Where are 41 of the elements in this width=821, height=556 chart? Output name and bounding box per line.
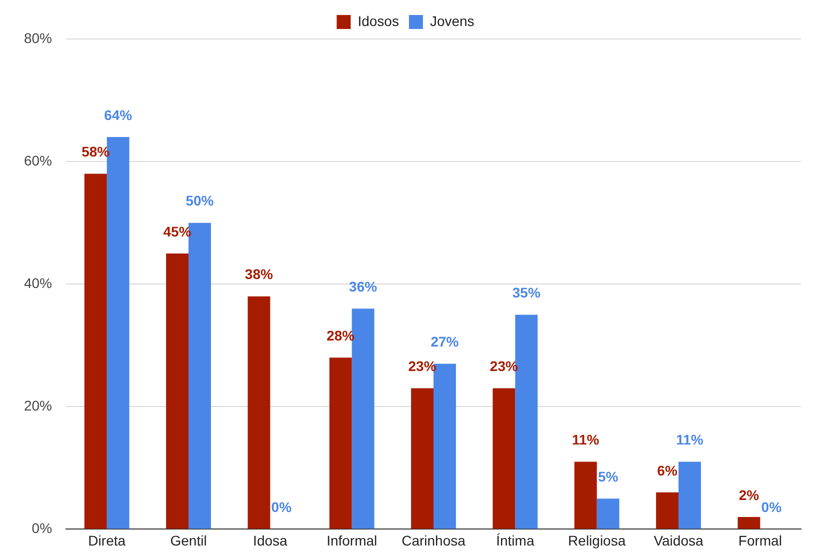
bar [411,388,434,529]
bar [166,253,189,529]
y-tick-label: 80% [24,30,52,46]
data-label: 38% [244,266,274,282]
y-tick-label: 0% [32,520,52,536]
x-tick-label: Carinhosa [402,532,466,548]
y-tick-label: 60% [24,152,52,168]
data-label: 27% [430,334,460,350]
x-tick-label: Informal [326,532,378,548]
x-tick-label: Direta [88,532,126,548]
data-label: 23% [408,358,437,374]
data-label: 64% [104,106,133,123]
x-tick-label: Religiosa [568,532,626,548]
x-tick-label: Íntima [496,532,534,548]
bar [84,174,107,529]
bar [492,388,516,529]
data-label: 50% [186,192,214,209]
bar [678,462,701,529]
bar [738,516,760,529]
data-label: 35% [512,284,541,301]
legend-label: Jovens [430,12,474,29]
data-label: 5% [598,468,619,484]
data-label: 2% [738,486,760,503]
bar [596,498,620,529]
data-label: 0% [761,499,782,516]
x-tick-label: Formal [738,532,782,548]
data-label: 6% [657,462,678,478]
x-tick-label: Vaidosa [654,532,704,548]
y-tick-label: 40% [24,274,52,291]
data-label: 0% [271,499,292,516]
x-tick-label: Gentil [170,532,207,548]
data-label: 36% [349,278,378,294]
x-tick-label: Idosa [253,532,288,548]
data-label: 11% [572,432,600,448]
data-label: 11% [676,432,704,448]
legend-label: Idosos [358,12,399,29]
bar [574,462,597,529]
bar [248,296,270,529]
bar [656,492,679,529]
bar [329,358,352,529]
y-tick-label: 20% [24,398,52,414]
